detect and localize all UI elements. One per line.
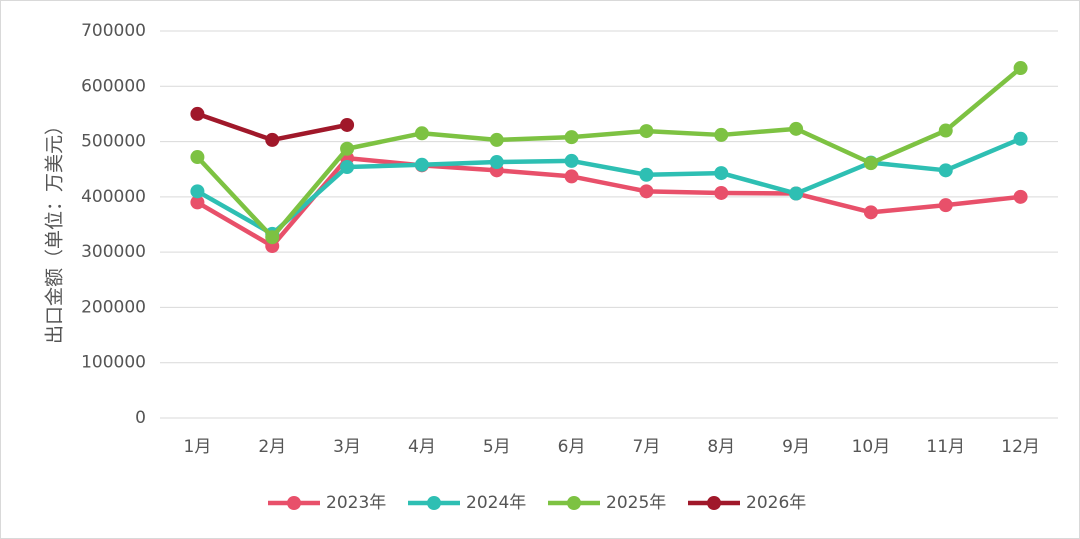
legend-label: 2025年 <box>606 493 666 513</box>
point <box>564 153 579 168</box>
point <box>714 127 729 142</box>
x-tick-label: 8月 <box>707 437 735 457</box>
y-tick-label: 100000 <box>81 353 146 373</box>
point <box>714 166 729 181</box>
point <box>340 141 355 156</box>
point <box>190 195 205 210</box>
point <box>863 205 878 220</box>
y-tick-label: 300000 <box>81 242 146 262</box>
point <box>564 130 579 145</box>
point <box>265 230 280 245</box>
legend-marker <box>287 496 301 510</box>
x-tick-label: 2月 <box>258 437 286 457</box>
point <box>414 126 429 141</box>
y-tick-label: 0 <box>135 408 146 428</box>
point <box>340 117 355 132</box>
legend-marker <box>427 496 441 510</box>
y-axis-label: 出口金额（单位：万美元） <box>44 116 66 344</box>
x-tick-label: 4月 <box>408 437 436 457</box>
legend-marker <box>567 496 581 510</box>
x-tick-label: 1月 <box>184 437 212 457</box>
x-tick-label: 11月 <box>926 437 965 457</box>
point <box>639 167 654 182</box>
y-tick-label: 700000 <box>81 21 146 41</box>
x-tick-label: 10月 <box>852 437 891 457</box>
x-tick-label: 3月 <box>333 437 361 457</box>
point <box>789 121 804 136</box>
legend-marker <box>707 496 721 510</box>
x-tick-label: 7月 <box>633 437 661 457</box>
series-line <box>196 136 1022 237</box>
point <box>938 123 953 138</box>
point <box>489 155 504 170</box>
x-tick-label: 12月 <box>1001 437 1040 457</box>
y-tick-label: 200000 <box>81 297 146 317</box>
point <box>639 184 654 199</box>
point <box>1013 189 1028 204</box>
point <box>564 169 579 184</box>
point <box>340 160 355 175</box>
point <box>938 198 953 213</box>
point <box>1013 131 1028 146</box>
point <box>190 106 205 121</box>
legend-label: 2026年 <box>746 493 806 513</box>
y-tick-label: 600000 <box>81 76 146 96</box>
point <box>938 163 953 178</box>
point <box>863 156 878 171</box>
legend-label: 2024年 <box>466 493 526 513</box>
point <box>190 184 205 199</box>
series-line <box>196 155 1021 249</box>
y-tick-label: 400000 <box>81 187 146 207</box>
point <box>789 186 804 201</box>
point <box>1013 61 1028 76</box>
point <box>489 132 504 147</box>
point <box>639 124 654 139</box>
x-tick-label: 9月 <box>782 437 810 457</box>
point <box>414 157 429 172</box>
legend-label: 2023年 <box>326 493 386 513</box>
series-line <box>195 66 1023 240</box>
point <box>265 132 280 147</box>
point <box>190 150 205 165</box>
point <box>714 185 729 200</box>
x-tick-label: 5月 <box>483 437 511 457</box>
x-tick-label: 6月 <box>558 437 586 457</box>
y-tick-label: 500000 <box>81 132 146 152</box>
